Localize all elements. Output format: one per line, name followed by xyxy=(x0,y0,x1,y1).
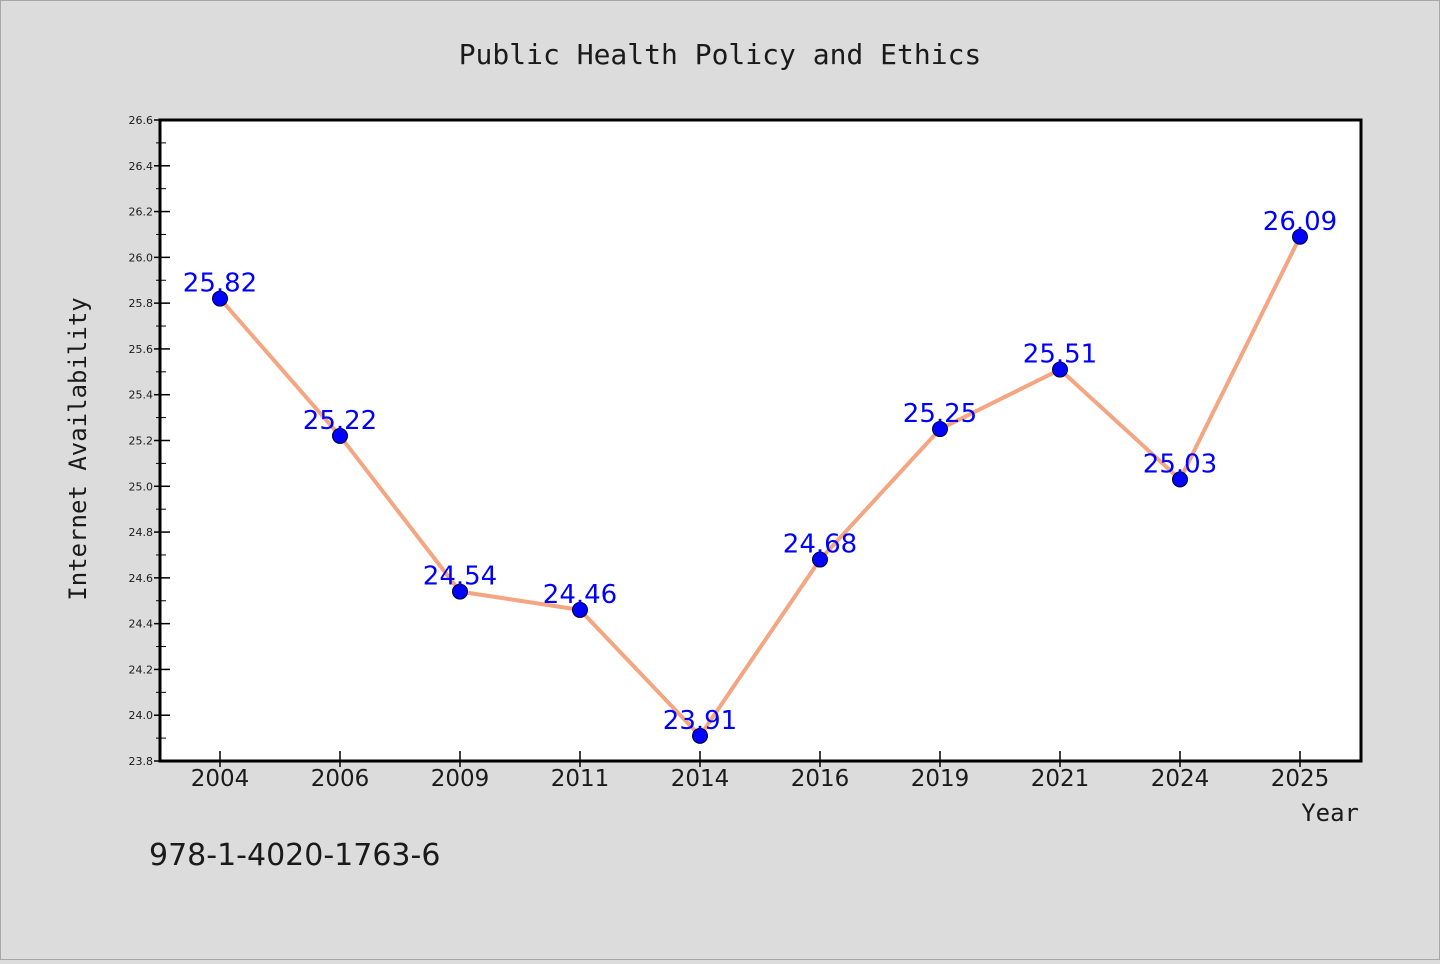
y-tick-label: 25.2 xyxy=(129,435,154,448)
y-tick-label: 25.4 xyxy=(129,389,154,402)
y-tick-label: 26.0 xyxy=(129,251,154,264)
y-tick-label: 24.4 xyxy=(129,618,154,631)
x-tick-label: 2006 xyxy=(311,766,370,792)
y-tick-label: 23.8 xyxy=(129,755,154,768)
x-tick-label: 2021 xyxy=(1031,766,1090,792)
plot-area xyxy=(160,120,1361,761)
data-point-marker xyxy=(452,583,468,600)
data-point-marker xyxy=(1052,361,1068,378)
y-tick-label: 24.8 xyxy=(129,526,154,539)
data-point-marker xyxy=(1292,228,1308,245)
data-label: 24.46 xyxy=(543,580,617,610)
chart-title: Public Health Policy and Ethics xyxy=(459,38,982,71)
data-point-marker xyxy=(932,421,948,438)
x-tick-label: 2025 xyxy=(1271,766,1330,792)
data-point-marker xyxy=(692,727,708,744)
data-label: 25.03 xyxy=(1143,449,1217,479)
data-point-marker xyxy=(212,290,228,307)
data-point-marker xyxy=(812,551,828,568)
series-line xyxy=(218,235,1302,738)
y-tick-label: 26.6 xyxy=(129,114,154,127)
data-label: 24.68 xyxy=(783,530,857,560)
data-label: 25.22 xyxy=(303,406,377,436)
data-point-marker xyxy=(332,427,348,444)
y-tick-label: 25.8 xyxy=(129,297,154,310)
data-label: 25.82 xyxy=(183,269,257,299)
data-label: 24.54 xyxy=(423,562,497,592)
data-label: 25.51 xyxy=(1023,340,1097,370)
data-point-marker xyxy=(572,601,588,618)
y-tick-label: 25.6 xyxy=(129,343,154,356)
y-tick-label: 24.6 xyxy=(129,572,154,585)
y-tick-label: 24.0 xyxy=(129,709,154,722)
plot-frame xyxy=(158,118,1363,763)
y-tick-label: 24.2 xyxy=(129,663,154,676)
data-point-marker xyxy=(1172,471,1188,488)
x-axis-label: Year xyxy=(1301,799,1359,827)
x-tick-label: 2019 xyxy=(911,766,970,792)
x-tick-label: 2016 xyxy=(791,766,850,792)
y-tick-label: 25.0 xyxy=(129,480,154,493)
y-axis-ticks: 23.8 24.0 24.2 24.4 24.6 24.8 25.0 25.2 25.4 25.6… xyxy=(129,114,170,768)
y-axis-label: Internet Availability xyxy=(64,297,92,600)
data-label: 23.91 xyxy=(663,706,737,736)
data-label: 26.09 xyxy=(1263,207,1337,237)
x-tick-label: 2024 xyxy=(1151,766,1210,792)
isbn-annotation: 978-1-4020-1763-6 xyxy=(149,838,440,873)
y-tick-label: 26.2 xyxy=(129,206,154,219)
x-tick-label: 2009 xyxy=(431,766,490,792)
series-layer: 25.82 25.22 24.54 24.46 23.91 24.68 25.25 25.51… xyxy=(183,207,1337,744)
data-label: 25.25 xyxy=(903,399,977,429)
x-tick-label: 2011 xyxy=(551,766,610,792)
x-tick-label: 2014 xyxy=(671,766,730,792)
x-tick-label: 2004 xyxy=(191,766,250,792)
y-tick-label: 26.4 xyxy=(129,160,154,173)
x-axis-ticks: 2004 2006 2009 2011 2014 2016 2019 2021 2024 2025 xyxy=(191,751,1330,792)
